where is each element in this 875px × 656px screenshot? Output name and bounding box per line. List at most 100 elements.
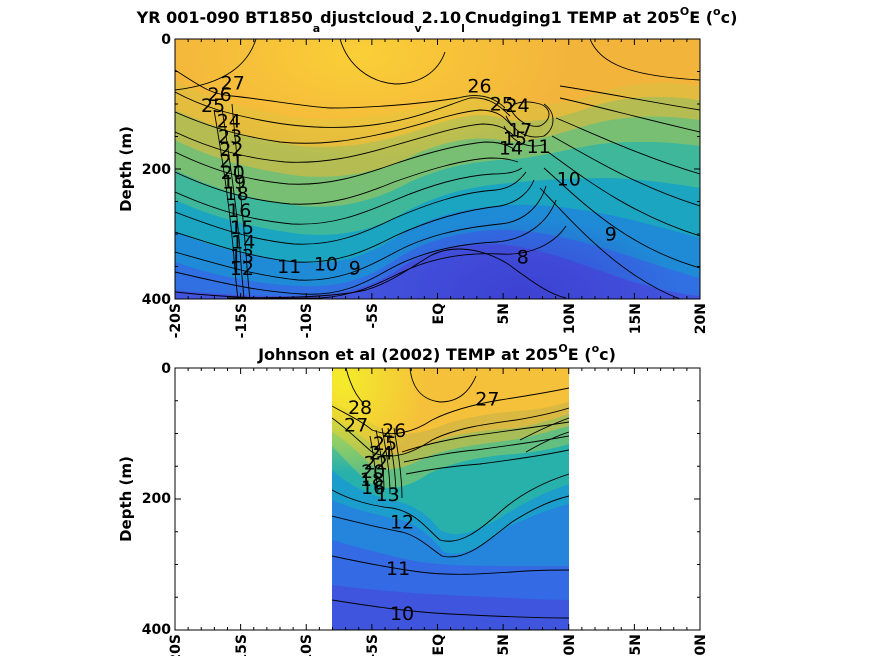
- panel-b-x-tick-3: -5S: [365, 634, 381, 656]
- panel-b-y-axis-title: Depth (m): [117, 456, 135, 542]
- panel-a-y-tick-400: 400: [142, 292, 171, 308]
- panel-b-x-tick-6: 10N: [562, 634, 578, 656]
- panel-a-title-part-4: 2.10: [422, 8, 461, 27]
- panel-a-x-tick-7: 15N: [628, 303, 644, 334]
- panel-b-title-part-1: O: [558, 342, 567, 355]
- panel-a-title-part-2: djustcloud: [320, 8, 414, 27]
- panel-b-contour-label-2: 27: [475, 388, 499, 410]
- panel-b-contour-label-8: 18: [360, 469, 384, 491]
- panel-b-contour-label-5: 24: [369, 443, 393, 465]
- panel-a-contour-label-27: 8: [517, 246, 529, 268]
- panel-b-field: [332, 368, 569, 630]
- panel-a-contour-label-2: 25: [201, 95, 225, 117]
- panel-a-x-tick-1: -15S: [234, 303, 250, 338]
- panel-b-title-part-0: Johnson et al (2002) TEMP at 205: [257, 345, 558, 364]
- panel-a-contour-label-18: 26: [467, 75, 491, 97]
- panel-a-contour-label-11: 15: [230, 217, 254, 239]
- panel-a-contour-label-4: 23: [218, 126, 242, 148]
- panel-a-title-part-5: l: [461, 22, 465, 35]
- panel-a-contour-label-24: 11: [526, 136, 550, 158]
- panel-b-x-tick-4: EQ: [431, 634, 447, 656]
- panel-a-contour-label-9: 18: [225, 183, 249, 205]
- panel-a-title-part-10: c): [721, 8, 738, 27]
- panel-a-y-axis-title: Depth (m): [117, 126, 135, 212]
- panel-a-contour-label-16: 10: [314, 253, 338, 275]
- panel-b-contour-label-0: 28: [348, 397, 372, 419]
- panel-a-title-part-1: a: [313, 22, 320, 35]
- panel-a-title-part-7: O: [680, 5, 689, 18]
- panel-b-x-tick-2: -10S: [299, 634, 315, 656]
- panel-b-y-tick-200: 200: [142, 491, 171, 507]
- panel-b-contour-label-4: 25: [373, 433, 397, 455]
- panel-a-title-part-0: YR 001-090 BT1850: [136, 8, 313, 27]
- panel-a-title-part-9: o: [713, 5, 721, 18]
- panel-b-x-tick-0: -20S: [168, 634, 184, 656]
- panel-b-y-tick-0: 0: [161, 361, 171, 377]
- panel-b-x-tick-7: 15N: [628, 634, 644, 656]
- panel-a-field: [175, 39, 700, 299]
- panel-a-contour-label-3: 24: [217, 110, 241, 132]
- panel-b-contour-label-1: 27: [344, 415, 368, 437]
- panel-a-contour-label-5: 22: [219, 139, 243, 161]
- panel-b-x-tick-5: 5N: [496, 634, 512, 655]
- panel-a-title-part-6: Cnudging1 TEMP at 205: [465, 8, 680, 27]
- panel-a-contour-label-10: 16: [227, 200, 251, 222]
- panel-a-contour-label-25: 10: [557, 168, 581, 190]
- panel-b-x-ticks: -20S -15S -10S -5S EQ 5N 10N 15N 20N: [168, 634, 709, 656]
- panel-a-contour-label-6: 21: [219, 151, 243, 173]
- panel-b-x-tick-8: 20N: [693, 634, 709, 656]
- panel-a-contour-label-7: 20: [221, 162, 245, 184]
- panel-a-contour-label-19: 25: [490, 94, 514, 116]
- panel-a-contour-label-15: 11: [277, 256, 301, 278]
- panel-b-contour-label-12: 11: [386, 558, 410, 580]
- panel-a-y-tick-0: 0: [161, 32, 171, 48]
- panel-a-x-tick-8: 20N: [693, 303, 709, 334]
- panel-a-x-tick-3: -5S: [365, 303, 381, 329]
- panel-b-contour-label-10: 13: [376, 484, 400, 506]
- panel-a-contour-label-21: 17: [508, 120, 532, 142]
- panel-b-contour-label-6: 22: [364, 453, 388, 475]
- panel-b-contour-label-13: 10: [390, 603, 414, 625]
- panel-b-title: Johnson et al (2002) TEMP at 205OE (oc): [257, 342, 616, 364]
- panel-a-x-tick-6: 10N: [562, 303, 578, 334]
- panel-a-contour-label-8: 19: [222, 172, 246, 194]
- panel-a-contour-label-1: 26: [208, 84, 232, 106]
- panel-a-title-part-8: E (: [689, 8, 713, 27]
- panel-b-contour-label-11: 12: [390, 511, 414, 533]
- panel-b-isotherms: [332, 368, 569, 619]
- panel-a-x-tick-5: 5N: [496, 303, 512, 324]
- panel-a-x-tick-0: -20S: [168, 303, 184, 338]
- panel-a-contour-label-17: 9: [349, 257, 361, 279]
- panel-a-isotherms: [175, 39, 700, 299]
- observation-panel: Johnson et al (2002) TEMP at 205OE (oc): [117, 342, 709, 656]
- panel-a-title: YR 001-090 BT1850adjustcloudv2.10lCnudgi…: [136, 5, 738, 35]
- panel-a-contour-label-14: 12: [230, 258, 254, 280]
- panel-b-title-part-2: E (: [568, 345, 592, 364]
- panel-a-contour-label-20: 24: [505, 95, 529, 117]
- panel-b-x-tick-1: -15S: [234, 634, 250, 656]
- panel-a-title-part-3: v: [414, 22, 422, 35]
- panel-a-contour-label-0: 27: [221, 73, 245, 95]
- panel-a-contour-label-12: 14: [231, 231, 255, 253]
- panel-b-contour-label-9: 16: [361, 477, 385, 499]
- panel-a-y-ticks: 0 200 400: [142, 32, 171, 308]
- panel-a-y-tick-200: 200: [142, 162, 171, 178]
- panel-b-contour-label-3: 26: [382, 420, 406, 442]
- panel-b-y-tick-400: 400: [142, 622, 171, 638]
- model-panel: YR 001-090 BT1850adjustcloudv2.10lCnudgi…: [117, 5, 737, 338]
- panel-a-contour-label-13: 13: [230, 246, 254, 268]
- panel-a-minor-ticks: [174, 38, 701, 300]
- panel-b-minor-ticks: [174, 367, 701, 631]
- panel-b-title-part-3: o: [592, 342, 600, 355]
- panel-b-contour-label-7: 20: [361, 461, 385, 483]
- panel-a-x-ticks: -20S -15S -10S -5S EQ 5N 10N 15N 20N: [168, 303, 709, 338]
- panel-b-title-part-4: c): [599, 345, 616, 364]
- panel-a-x-tick-4: EQ: [431, 303, 447, 325]
- panel-a-contour-label-26: 9: [605, 224, 617, 246]
- panel-b-y-ticks: 0 200 400: [142, 361, 171, 638]
- panel-a-x-tick-2: -10S: [299, 303, 315, 338]
- panel-a-contour-label-23: 14: [499, 138, 523, 160]
